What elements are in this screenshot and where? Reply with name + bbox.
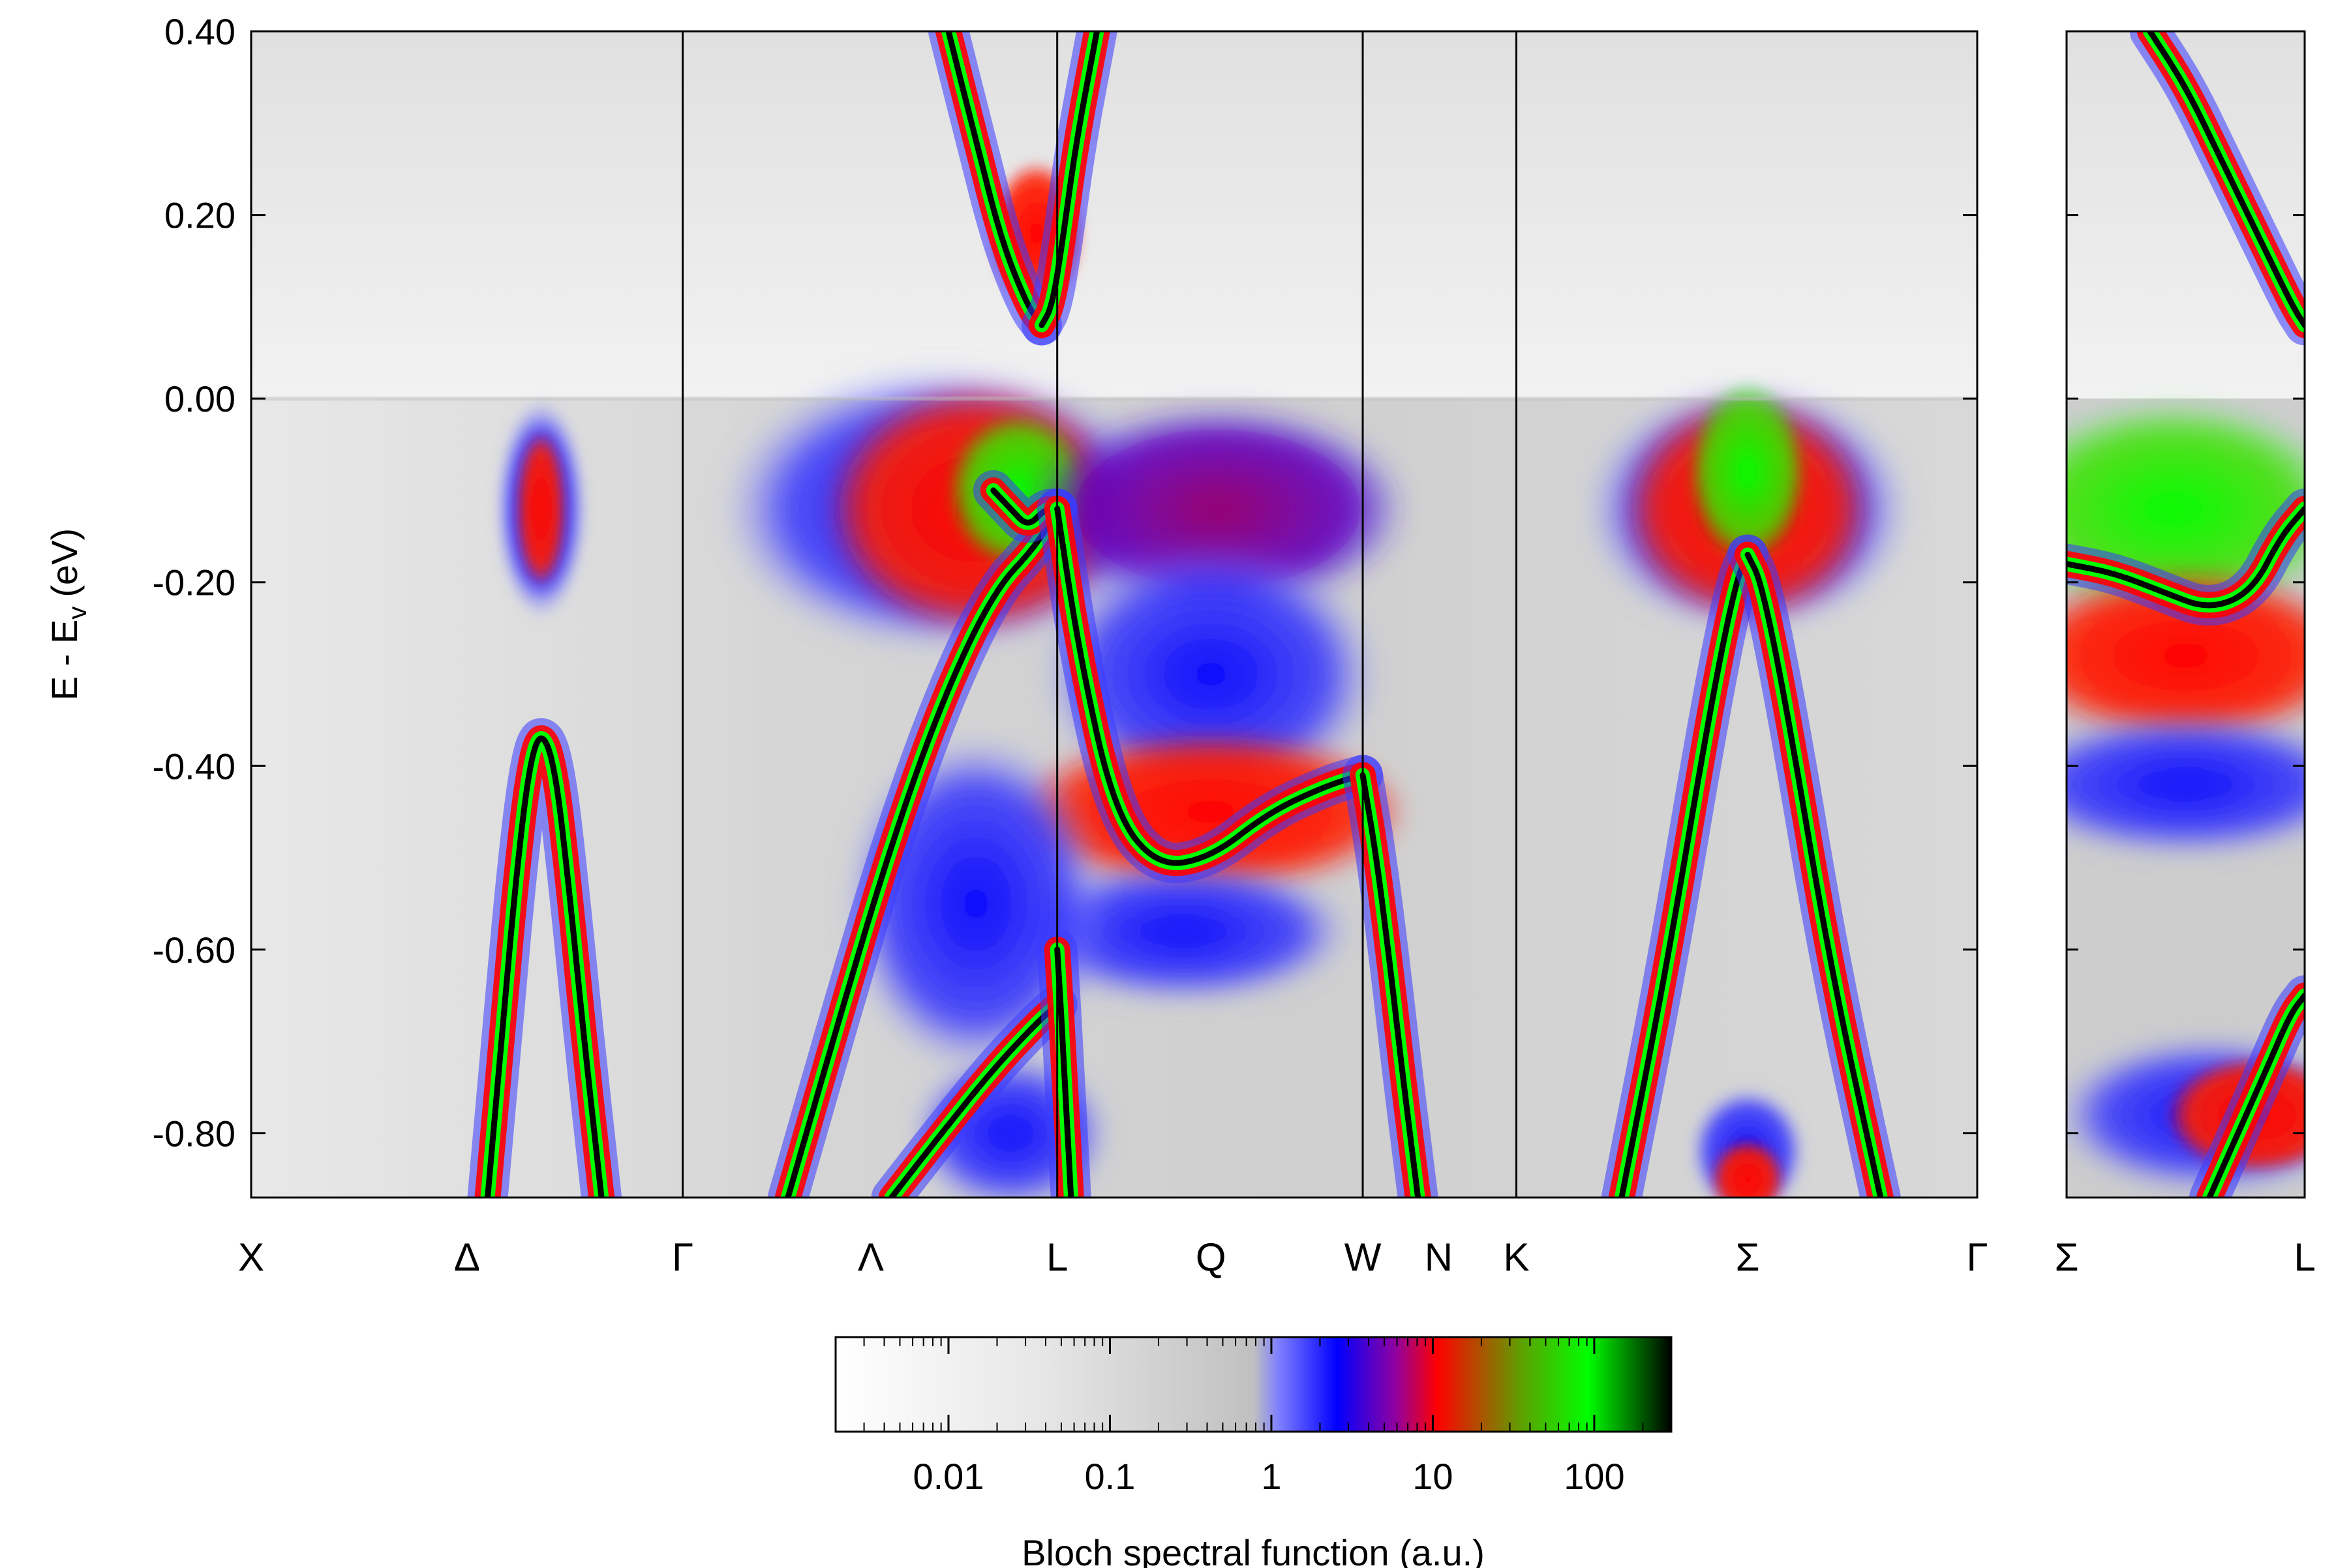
k-label-main-2: Γ: [672, 1235, 693, 1279]
y-tick-label-5: -0.60: [152, 929, 235, 971]
band-inset-inset-upper-core: [2067, 505, 2305, 609]
y-axis-title-main: E - E: [44, 620, 85, 701]
y-tick-label-0: 0.40: [164, 11, 235, 52]
y-tick-label-1: 0.20: [164, 195, 235, 236]
colorbar-ticks: 0.01 0.1 1 10 100: [835, 1337, 1672, 1497]
glow-sigma-bottom-red: [1712, 1139, 1784, 1198]
k-label-main-9: Σ: [1736, 1235, 1760, 1279]
y-axis-title-unit: (eV): [44, 528, 85, 597]
k-label-main-3: Λ: [858, 1235, 884, 1279]
k-label-main-4: L: [1046, 1235, 1068, 1279]
glow-sigma-green: [1689, 380, 1807, 564]
k-label-main-6: W: [1344, 1235, 1382, 1279]
band-main-lambda-heavy-core: [785, 505, 1061, 1198]
band-inset-inset-conduction-core: [2147, 31, 2305, 328]
y-axis-title-subscript: v: [63, 607, 92, 620]
main-plot-frame: [250, 30, 1979, 1199]
inset-plot-frame: [2065, 30, 2306, 1199]
band-inset-inset-lower-core: [2206, 992, 2305, 1198]
colorbar-tick-label-2: 1: [1261, 1456, 1281, 1497]
y-axis-title: E - Ev (eV): [44, 528, 92, 701]
band-main-sigma-band-right-core: [1744, 552, 1884, 1198]
high-symmetry-lines: [682, 31, 1518, 1198]
band-lines-main: [467, 31, 1901, 1198]
glow-inset-blue: [2067, 712, 2305, 856]
band-main-L-W-heavy-core: [1054, 505, 1366, 866]
y-tick-label-4: -0.40: [152, 746, 235, 787]
glow-delta-red: [516, 430, 566, 588]
band-main-lambda-lower-core: [888, 1001, 1061, 1198]
y-tick-label-2: 0.00: [164, 378, 235, 419]
colorbar-tick-label-4: 100: [1564, 1456, 1624, 1497]
y-axis-ticks: 0.40 0.20 0.00 -0.20 -0.40 -0.60 -0.80: [152, 11, 1977, 1154]
y-tick-label-3: -0.20: [152, 562, 235, 603]
colorbar-label: Bloch spectral function (a.u.): [1022, 1532, 1485, 1568]
main-background-top: [251, 31, 1977, 399]
glow-Q-blue: [1041, 543, 1381, 805]
inset-y-ticks: [2067, 30, 2305, 1134]
band-main-conduction-left-core: [945, 31, 1045, 328]
band-main-W-N-band-core: [1359, 772, 1421, 1198]
band-lines-inset: [2067, 31, 2305, 1198]
k-label-main-8: K: [1504, 1235, 1530, 1279]
fermi-edge-main: [251, 397, 1977, 401]
main-plot-area: 0.40 0.20 0.00 -0.20 -0.40 -0.60 -0.80: [152, 11, 1979, 1199]
k-label-inset-0: Σ: [2054, 1235, 2078, 1279]
inset-plot-area: [2065, 30, 2306, 1199]
band-main-conduction-right-core: [1039, 31, 1100, 328]
k-label-main-1: Δ: [454, 1235, 480, 1279]
colorbar-gradient: [834, 1336, 1673, 1433]
k-label-main-0: X: [238, 1235, 264, 1279]
band-main-sigma-band-left-core: [1618, 552, 1751, 1198]
k-label-main-10: Γ: [1966, 1235, 1988, 1279]
y-tick-label-6: -0.80: [152, 1113, 235, 1154]
colorbar: 0.01 0.1 1 10 100 Bloch spectral function (a…: [834, 1336, 1673, 1568]
band-main-L-light-down-core: [1054, 946, 1074, 1198]
colorbar-tick-label-1: 0.1: [1085, 1456, 1136, 1497]
glow-Q-purple: [1028, 404, 1407, 614]
colorbar-tick-label-0: 0.01: [913, 1456, 984, 1497]
colorbar-tick-label-3: 10: [1412, 1456, 1453, 1497]
band-main-delta-band-core: [485, 735, 605, 1198]
k-label-main-5: Q: [1196, 1235, 1226, 1279]
k-label-inset-1: L: [2294, 1235, 2315, 1279]
k-label-main-7: N: [1425, 1235, 1453, 1279]
